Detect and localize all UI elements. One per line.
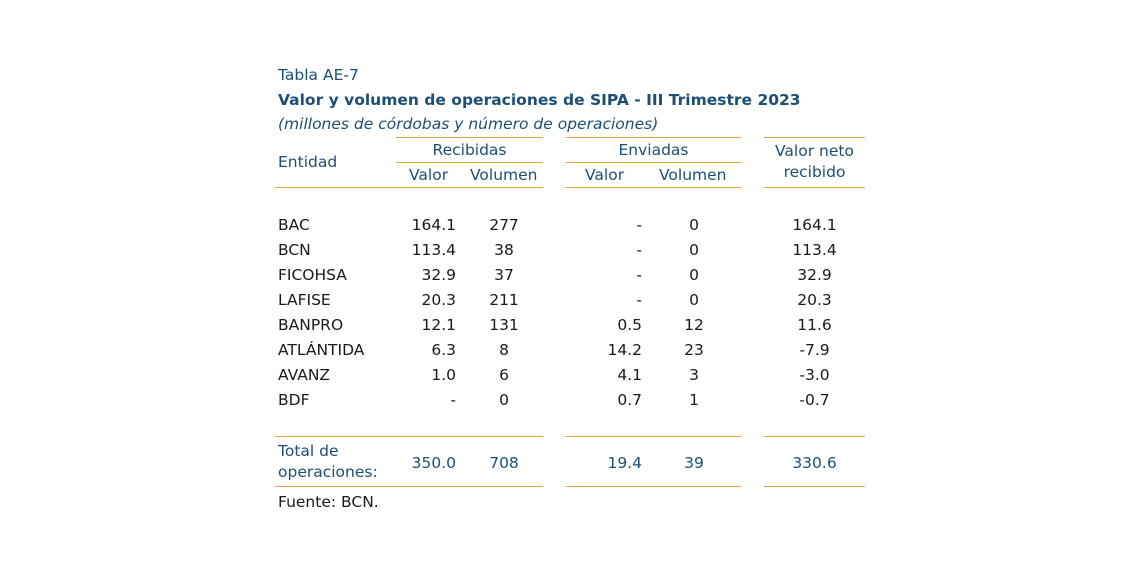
rule-neto-top — [764, 137, 865, 138]
header-valor-neto-2: recibido — [783, 163, 846, 181]
table-subtitle: (millones de córdobas y número de operac… — [278, 115, 659, 133]
cell-rec-volumen: 211 — [489, 291, 519, 309]
cell-env-volumen: 23 — [684, 341, 704, 359]
cell-rec-valor: 6.3 — [431, 341, 456, 359]
cell-neto: 113.4 — [792, 241, 837, 259]
cell-entidad: BAC — [278, 216, 310, 234]
total-env-volumen: 39 — [684, 454, 704, 472]
rule-total-top-left — [275, 436, 543, 437]
cell-neto: -0.7 — [799, 391, 830, 409]
cell-rec-valor: 1.0 — [431, 366, 456, 384]
cell-env-valor: - — [636, 216, 642, 234]
table-label: Tabla AE-7 — [278, 66, 359, 84]
table-title: Valor y volumen de operaciones de SIPA -… — [278, 91, 801, 109]
cell-neto: 32.9 — [797, 266, 832, 284]
cell-rec-valor: 12.1 — [421, 316, 456, 334]
rule-total-bottom-right — [764, 486, 865, 487]
rule-enviadas-top — [566, 137, 741, 138]
cell-env-volumen: 0 — [689, 241, 699, 259]
cell-rec-valor: - — [450, 391, 456, 409]
rule-total-bottom-mid — [566, 486, 741, 487]
cell-entidad: BANPRO — [278, 316, 344, 334]
rule-enviadas-mid — [566, 162, 741, 163]
cell-rec-volumen: 0 — [499, 391, 509, 409]
cell-rec-volumen: 131 — [489, 316, 519, 334]
cell-env-valor: - — [636, 291, 642, 309]
cell-entidad: AVANZ — [278, 366, 331, 384]
rule-recibidas-top — [396, 137, 543, 138]
cell-neto: 20.3 — [797, 291, 832, 309]
cell-entidad: BDF — [278, 391, 310, 409]
cell-rec-valor: 113.4 — [411, 241, 456, 259]
cell-rec-valor: 20.3 — [421, 291, 456, 309]
header-entidad: Entidad — [278, 153, 338, 171]
header-rec-valor: Valor — [409, 166, 449, 184]
total-rec-valor: 350.0 — [411, 454, 456, 472]
header-env-volumen: Volumen — [659, 166, 727, 184]
cell-env-volumen: 3 — [689, 366, 699, 384]
cell-env-volumen: 1 — [689, 391, 699, 409]
total-env-valor: 19.4 — [607, 454, 642, 472]
total-label-2: operaciones: — [278, 463, 378, 481]
cell-entidad: BCN — [278, 241, 311, 259]
cell-env-valor: 14.2 — [607, 341, 642, 359]
cell-entidad: LAFISE — [278, 291, 331, 309]
total-neto: 330.6 — [792, 454, 837, 472]
rule-header-bottom-left — [275, 187, 543, 188]
cell-rec-volumen: 6 — [499, 366, 509, 384]
cell-rec-volumen: 277 — [489, 216, 519, 234]
cell-env-volumen: 0 — [689, 291, 699, 309]
header-enviadas: Enviadas — [618, 141, 689, 159]
cell-entidad: ATLÁNTIDA — [278, 341, 365, 359]
cell-rec-valor: 164.1 — [411, 216, 456, 234]
cell-entidad: FICOHSA — [278, 266, 347, 284]
cell-env-volumen: 0 — [689, 216, 699, 234]
cell-rec-volumen: 8 — [499, 341, 509, 359]
rule-total-top-right — [764, 436, 865, 437]
total-label-1: Total de — [278, 442, 339, 460]
cell-env-valor: - — [636, 266, 642, 284]
header-valor-neto-1: Valor neto — [775, 142, 854, 160]
rule-total-bottom-left — [275, 486, 543, 487]
rule-header-bottom-right — [764, 187, 865, 188]
cell-rec-valor: 32.9 — [421, 266, 456, 284]
cell-neto: -7.9 — [799, 341, 830, 359]
cell-env-valor: - — [636, 241, 642, 259]
cell-env-valor: 4.1 — [617, 366, 642, 384]
source-note: Fuente: BCN. — [278, 493, 379, 511]
header-rec-volumen: Volumen — [470, 166, 538, 184]
rule-header-bottom-mid — [566, 187, 741, 188]
cell-rec-volumen: 37 — [494, 266, 514, 284]
cell-env-volumen: 12 — [684, 316, 704, 334]
header-env-valor: Valor — [585, 166, 625, 184]
cell-neto: -3.0 — [799, 366, 830, 384]
cell-env-valor: 0.7 — [617, 391, 642, 409]
cell-env-valor: 0.5 — [617, 316, 642, 334]
header-recibidas: Recibidas — [432, 141, 507, 159]
cell-rec-volumen: 38 — [494, 241, 514, 259]
rule-total-top-mid — [566, 436, 741, 437]
total-rec-volumen: 708 — [489, 454, 519, 472]
cell-neto: 164.1 — [792, 216, 837, 234]
cell-env-volumen: 0 — [689, 266, 699, 284]
rule-recibidas-mid — [396, 162, 543, 163]
cell-neto: 11.6 — [797, 316, 832, 334]
